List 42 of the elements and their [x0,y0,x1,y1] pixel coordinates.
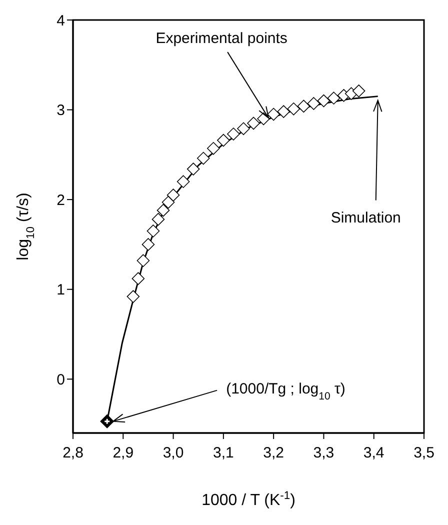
point [297,100,310,113]
point [307,97,320,110]
point [162,196,175,209]
point [126,290,140,303]
y-tick-label: 4 [56,12,65,30]
annotation: (1000/Tg ; log$_{10}$ τ) [226,380,346,402]
x-tick-label: 2,9 [112,444,134,462]
point [146,224,160,238]
point [327,92,340,105]
x-tick-label: 3,0 [162,444,184,462]
x-tick-label: 3,4 [363,444,384,462]
point [166,188,180,202]
point [287,102,300,116]
x-tick-label: 3,5 [414,444,434,462]
y-tick-label: 1 [56,282,65,299]
annotation: Experimental points [156,30,288,48]
point [217,134,230,147]
point [227,128,240,140]
x-tick-label: 2,8 [62,444,84,462]
point [142,238,155,251]
point [152,212,165,226]
point [237,122,250,136]
point [207,142,220,155]
point [176,175,190,188]
point [132,272,145,285]
point [352,84,366,98]
y-tick-label: 2 [56,192,65,209]
point [247,116,260,130]
y-tick-label: 0 [56,371,65,388]
x-axis-title: 1000 / T (K$^{-1}$) [202,490,296,509]
annotation: Simulation [330,209,401,226]
point [277,105,290,118]
x-tick-label: 3,1 [213,444,234,462]
point [267,108,280,121]
y-tick-label: 3 [56,102,65,120]
point [156,204,170,217]
point [317,94,330,108]
point [136,254,150,268]
point [186,162,200,176]
x-tick-label: 3,3 [313,444,334,462]
point [196,152,210,165]
x-tick-label: 3,2 [263,444,284,462]
